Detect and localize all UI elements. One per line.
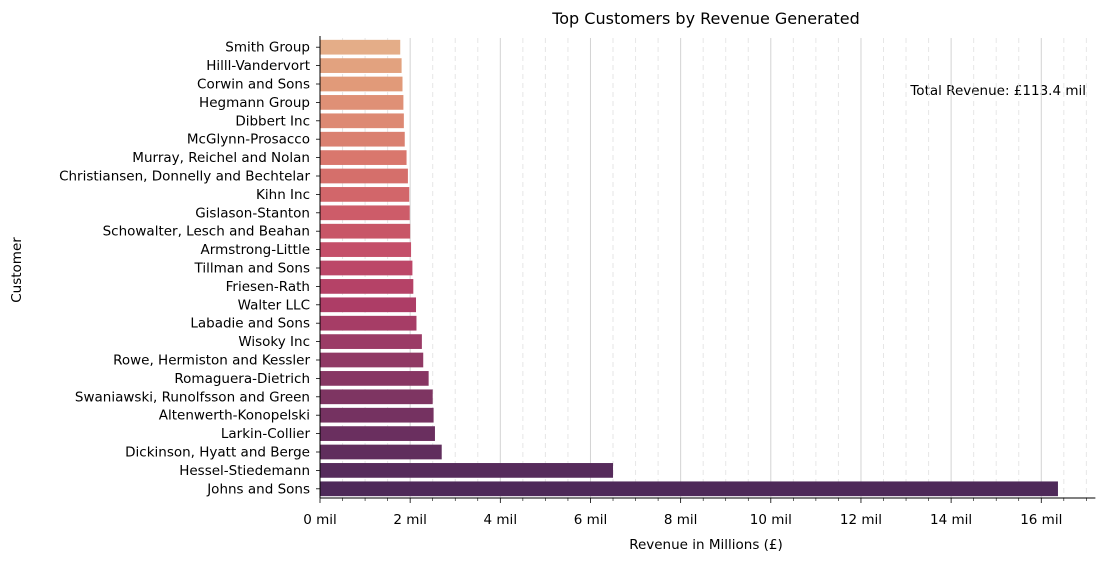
- bar: [320, 426, 435, 441]
- x-tick-label: 6 mil: [574, 512, 608, 528]
- bar: [320, 297, 417, 313]
- bars: [320, 39, 1058, 497]
- y-tick-label: Labadie and Sons: [190, 316, 310, 332]
- y-tick-label: McGlynn-Prosacco: [187, 132, 310, 148]
- y-tick-label: Kihn Inc: [256, 187, 310, 203]
- y-axis-label: Customer: [9, 237, 25, 303]
- y-tick-label: Dickinson, Hyatt and Berge: [125, 445, 310, 461]
- bar: [320, 389, 433, 405]
- bar: [320, 481, 1058, 497]
- y-tick-label: Corwin and Sons: [197, 77, 310, 93]
- y-tick-label: Altenwerth-Konopelski: [159, 408, 310, 424]
- x-tick-label: 14 mil: [930, 512, 972, 528]
- y-tick-label: Swaniawski, Runolfsson and Green: [75, 389, 310, 405]
- y-tick-label: Hegmann Group: [199, 95, 310, 111]
- bar: [320, 131, 405, 147]
- y-tick-label: Hessel-Stiedemann: [179, 463, 310, 479]
- x-tick-label: 2 mil: [393, 512, 427, 528]
- bar: [320, 315, 417, 331]
- y-tick-label: Friesen-Rath: [226, 279, 310, 295]
- bar: [320, 58, 402, 73]
- bar: [320, 407, 434, 423]
- x-tick-label: 12 mil: [840, 512, 882, 528]
- bar: [320, 260, 413, 276]
- bar: [320, 463, 614, 478]
- x-tick-label: 10 mil: [750, 512, 792, 528]
- bar: [320, 168, 408, 184]
- bar: [320, 76, 403, 92]
- bar: [320, 444, 442, 460]
- bar: [320, 39, 401, 55]
- y-tick-label: Rowe, Hermiston and Kessler: [113, 353, 310, 369]
- bar: [320, 113, 404, 129]
- y-tick-label: Romaguera-Dietrich: [174, 371, 310, 387]
- y-tick-label: Christiansen, Donnelly and Bechtelar: [59, 169, 310, 185]
- y-tick-label: Larkin-Collier: [221, 426, 311, 442]
- chart-title: Top Customers by Revenue Generated: [551, 9, 860, 28]
- y-tick-label: Johns and Sons: [206, 481, 310, 497]
- y-tick-label: Tillman and Sons: [194, 261, 310, 277]
- grid-lines: [342, 38, 1087, 498]
- bar: [320, 150, 407, 165]
- bar: [320, 187, 410, 202]
- bar: [320, 95, 404, 110]
- x-tick-label: 8 mil: [664, 512, 698, 528]
- bar: [320, 205, 410, 221]
- y-tick-label: Dibbert Inc: [235, 113, 310, 129]
- x-tick-labels: 0 mil 2 mil 4 mil 6 mil 8 mil 10 mil 12 mil 14 …: [303, 512, 1062, 528]
- x-tick-label: 0 mil: [303, 512, 337, 528]
- bar: [320, 352, 424, 368]
- chart-annotation: Total Revenue: £113.4 mil: [909, 83, 1086, 99]
- y-tick-label: Smith Group: [225, 40, 310, 56]
- x-axis-label: Revenue in Millions (£): [629, 537, 783, 553]
- x-tick-label: 16 mil: [1020, 512, 1062, 528]
- x-tick-label: 4 mil: [484, 512, 518, 528]
- axes: [316, 36, 1096, 503]
- y-tick-label: Armstrong-Little: [201, 242, 310, 258]
- bar: [320, 242, 412, 257]
- bar: [320, 223, 411, 239]
- y-tick-label: Gislason-Stanton: [195, 205, 310, 221]
- y-tick-label: Walter LLC: [238, 297, 310, 313]
- y-tick-label: Murray, Reichel and Nolan: [132, 150, 310, 166]
- bar: [320, 334, 422, 349]
- y-tick-label: Hilll-Vandervort: [206, 58, 310, 74]
- y-tick-label: Schowalter, Lesch and Beahan: [103, 224, 310, 240]
- y-tick-label: Wisoky Inc: [238, 334, 310, 350]
- bar: [320, 371, 429, 386]
- bar: [320, 279, 414, 294]
- y-tick-labels: Smith Group Hilll-Vandervort Corwin and So…: [59, 40, 310, 498]
